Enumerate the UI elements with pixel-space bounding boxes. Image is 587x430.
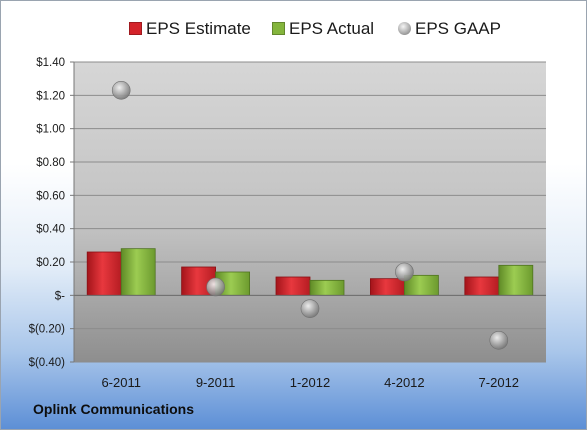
legend-swatch-eps-estimate <box>129 22 142 35</box>
legend-label-eps-gaap: EPS GAAP <box>415 19 501 38</box>
legend-swatch-eps-gaap <box>398 22 411 35</box>
y-tick-label: $1.00 <box>36 124 65 136</box>
y-tick-label: $0.20 <box>36 257 65 269</box>
y-tick-label: $0.60 <box>36 190 65 202</box>
legend-label-eps-estimate: EPS Estimate <box>146 19 251 38</box>
x-axis: 6-2011 9-2011 1-2012 4-2012 7-2012 <box>101 375 519 390</box>
y-tick-label: $(0.20) <box>29 324 66 336</box>
bar-eps-estimate-7-2012 <box>464 276 500 296</box>
bar-eps-actual-1-2012 <box>309 279 345 296</box>
y-tick-label: $(0.40) <box>29 357 66 369</box>
bar-eps-estimate-1-2012 <box>275 276 311 296</box>
legend-label-eps-actual: EPS Actual <box>289 19 375 38</box>
point-eps-gaap-4-2012 <box>395 262 414 282</box>
y-tick-label: $1.40 <box>36 57 65 69</box>
y-tick-label: $- <box>55 290 65 302</box>
y-tick-label: $0.80 <box>36 157 65 169</box>
bar-eps-estimate-6-2011 <box>86 251 122 296</box>
x-tick-label: 7-2012 <box>479 375 519 390</box>
company-name: Oplink Communications <box>33 401 195 417</box>
y-tick-label: $1.20 <box>36 90 65 102</box>
x-tick-label: 9-2011 <box>196 375 236 390</box>
bar-eps-estimate-4-2012 <box>369 278 405 296</box>
bar-eps-actual-6-2011 <box>120 248 156 296</box>
legend: EPS Estimate EPS Actual EPS GAAP <box>1 17 586 41</box>
gaap-points <box>111 81 509 350</box>
y-tick-label: $0.40 <box>36 224 65 236</box>
y-axis: $1.40 $1.20 $1.00 $0.80 $0.60 $0.40 $0.20 $- $(0… <box>29 57 75 369</box>
x-tick-label: 1-2012 <box>290 375 330 390</box>
x-tick-label: 6-2011 <box>101 375 141 390</box>
point-eps-gaap-9-2011 <box>206 277 225 297</box>
x-tick-label: 4-2012 <box>384 375 424 390</box>
bars <box>74 248 546 296</box>
point-eps-gaap-6-2011 <box>111 81 131 100</box>
bar-eps-actual-7-2012 <box>498 264 534 296</box>
point-eps-gaap-7-2012 <box>489 331 509 350</box>
point-eps-gaap-1-2012 <box>300 299 320 318</box>
legend-swatch-eps-actual <box>272 22 285 35</box>
